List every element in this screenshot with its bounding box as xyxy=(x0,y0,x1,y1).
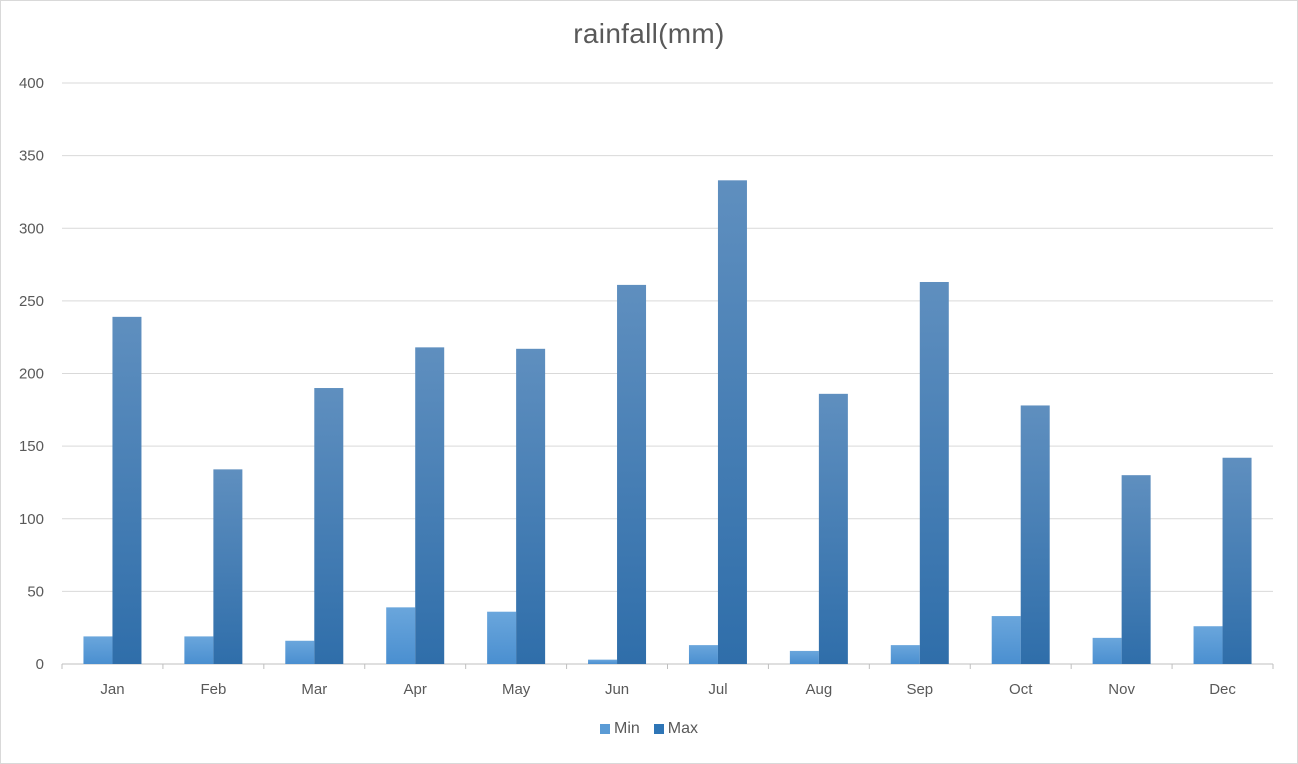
y-tick-label: 150 xyxy=(19,438,44,455)
y-tick-label: 400 xyxy=(19,75,44,92)
bar-max-apr xyxy=(415,347,445,664)
bar-max-feb xyxy=(213,469,243,664)
legend-swatch-min xyxy=(599,724,610,734)
bar-min-oct xyxy=(991,616,1021,664)
x-tick-label: Apr xyxy=(404,681,427,698)
bar-min-mar xyxy=(285,640,315,664)
y-tick-label: 250 xyxy=(19,293,44,310)
legend-item-max: Max xyxy=(653,720,698,738)
legend-label-min: Min xyxy=(613,720,640,737)
bar-max-jul xyxy=(717,180,747,664)
bar-min-nov xyxy=(1092,637,1122,664)
x-tick-label: Nov xyxy=(1108,681,1135,698)
x-tick-label: Mar xyxy=(301,681,327,698)
bar-min-jan xyxy=(83,636,113,664)
chart-title: rainfall(mm) xyxy=(573,18,725,49)
legend-label-max: Max xyxy=(667,720,698,737)
bar-max-aug xyxy=(818,393,848,664)
bar-min-jun xyxy=(588,659,618,664)
bar-max-dec xyxy=(1222,457,1252,664)
bar-min-dec xyxy=(1193,626,1223,664)
legend-item-min: Min xyxy=(599,720,640,738)
y-tick-label: 300 xyxy=(19,220,44,237)
x-tick-label: Jun xyxy=(605,681,629,698)
bar-max-may xyxy=(516,348,546,664)
x-tick-label: Jan xyxy=(100,681,124,698)
bar-max-nov xyxy=(1121,475,1151,664)
x-tick-label: Jul xyxy=(708,681,727,698)
y-tick-label: 200 xyxy=(19,366,44,383)
bar-min-jul xyxy=(688,645,718,664)
x-tick-label: Dec xyxy=(1209,681,1236,698)
bar-max-oct xyxy=(1020,405,1050,664)
bar-min-sep xyxy=(890,645,920,664)
legend-swatch-max xyxy=(653,724,664,734)
bar-max-jan xyxy=(112,316,142,664)
x-tick-label: Feb xyxy=(200,681,226,698)
bar-min-aug xyxy=(789,650,819,664)
bar-min-apr xyxy=(386,607,416,664)
bar-max-mar xyxy=(314,388,344,664)
bar-min-feb xyxy=(184,636,214,664)
x-tick-label: Aug xyxy=(806,681,833,698)
x-tick-label: May xyxy=(502,681,531,698)
bar-max-sep xyxy=(919,281,949,664)
y-tick-label: 100 xyxy=(19,511,44,528)
bar-max-jun xyxy=(617,284,647,664)
y-tick-label: 50 xyxy=(27,583,44,600)
x-tick-label: Oct xyxy=(1009,681,1033,698)
chart-legend: Min Max xyxy=(0,720,1298,738)
y-tick-label: 0 xyxy=(36,656,44,673)
y-tick-label: 350 xyxy=(19,148,44,165)
x-tick-label: Sep xyxy=(906,681,933,698)
bar-min-may xyxy=(487,611,517,664)
